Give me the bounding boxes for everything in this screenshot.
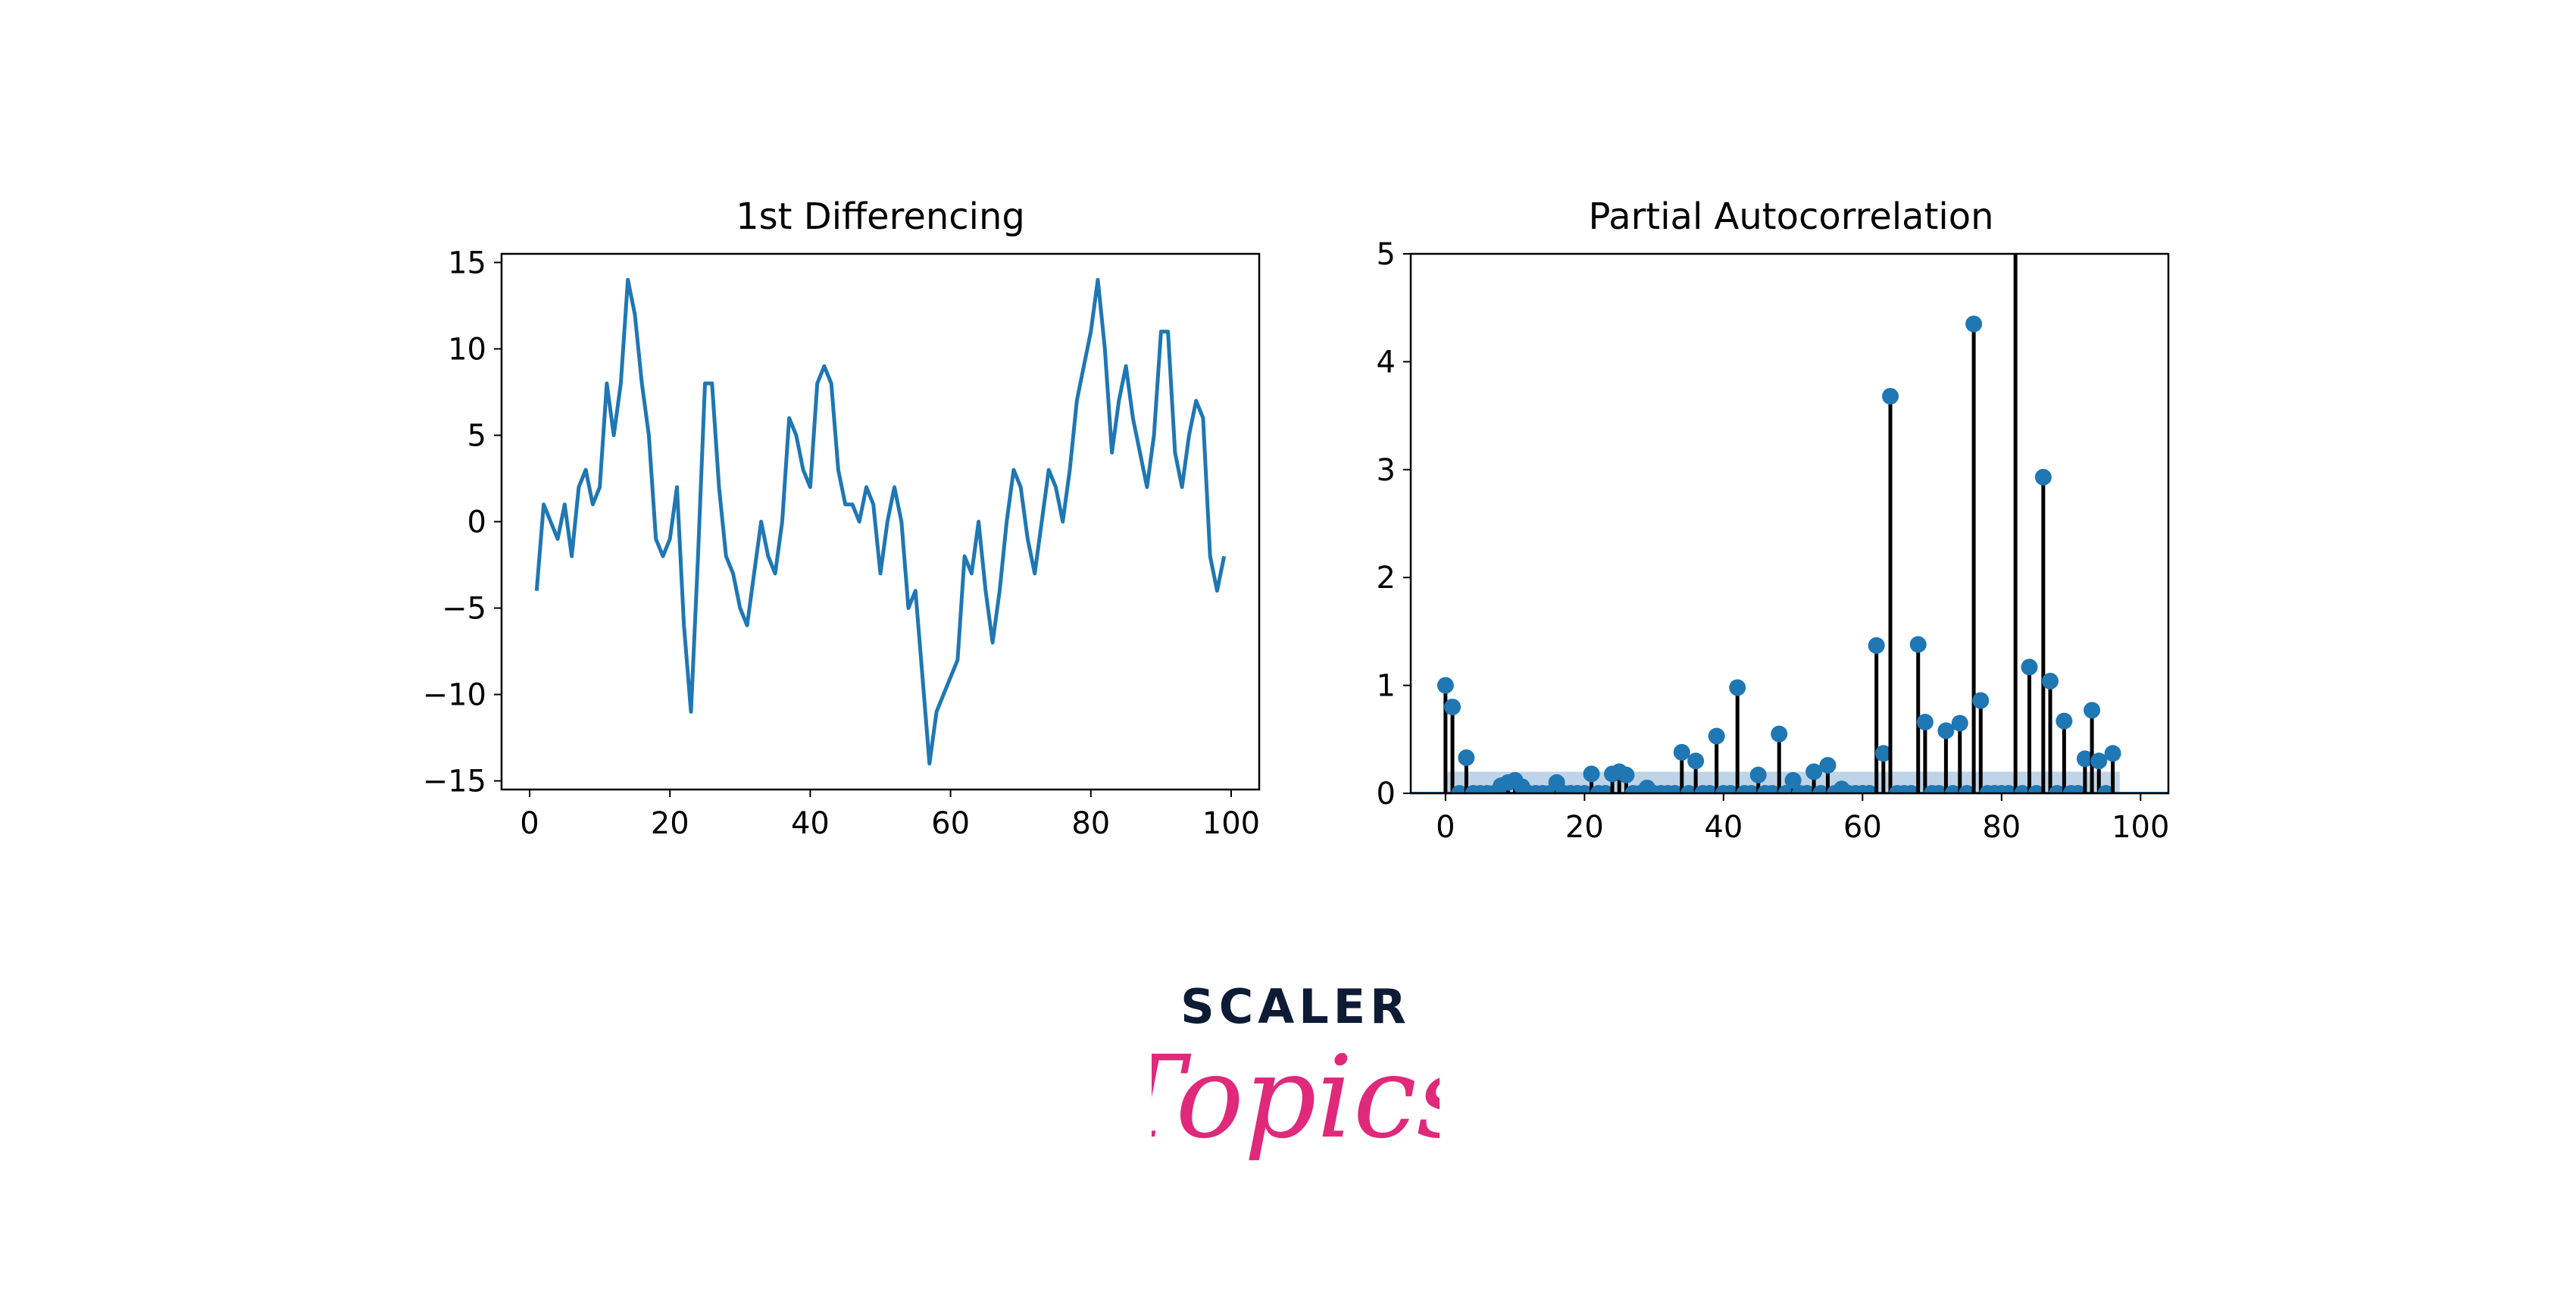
stem-marker xyxy=(1999,785,2017,793)
y-tick-label: −15 xyxy=(423,765,486,799)
stem-marker xyxy=(1618,766,1635,783)
stem-marker xyxy=(1868,636,1885,654)
stem-marker xyxy=(1819,756,1837,774)
stem-marker xyxy=(2042,672,2059,690)
stem-marker xyxy=(1805,763,1823,780)
y-tick-label: 4 xyxy=(1377,345,1396,380)
differencing-chart: 1st Differencing 0 20 40 60 80 100 −15 −10 −5 0 5 1… xyxy=(423,195,1261,841)
y-tick-label: −10 xyxy=(423,678,486,713)
series-line xyxy=(534,277,1227,766)
stem-marker xyxy=(1708,727,1725,745)
y-tick-label: 3 xyxy=(1377,453,1396,488)
stem-marker xyxy=(1673,743,1690,761)
logo-script: Topics xyxy=(1152,1032,1440,1164)
stem-marker xyxy=(1930,785,1948,793)
plot-frame xyxy=(1409,252,2170,795)
stem-marker xyxy=(1972,692,1990,709)
y-tick-label: 15 xyxy=(448,245,486,280)
x-tick-label: 60 xyxy=(1843,810,1882,845)
x-tick-label: 100 xyxy=(2112,810,2169,845)
y-tick-label: 5 xyxy=(1377,237,1396,272)
stem-marker xyxy=(2069,785,2087,793)
stem-marker xyxy=(1583,765,1600,783)
stem-marker xyxy=(2104,745,2121,762)
stem-marker xyxy=(1680,785,1697,793)
chart-title: Partial Autocorrelation xyxy=(1588,195,1993,238)
y-tick-label: 10 xyxy=(448,332,486,367)
stem-marker xyxy=(2014,785,2031,793)
stem-marker xyxy=(2097,785,2115,793)
y-tick-label: 5 xyxy=(467,418,486,453)
x-tick-label: 40 xyxy=(791,806,830,841)
x-tick-label: 80 xyxy=(1982,810,2021,845)
stem-marker xyxy=(2090,752,2108,770)
stem-marker xyxy=(1902,785,1920,793)
stem-marker xyxy=(1722,785,1740,793)
y-tick-label: 0 xyxy=(1377,777,1396,811)
plot-area xyxy=(1411,213,2168,793)
stem-marker xyxy=(1951,715,1968,732)
stem-marker xyxy=(1764,785,1781,793)
stem-marker xyxy=(1916,714,1934,731)
x-tick-label: 20 xyxy=(651,806,689,841)
x-tick-label: 100 xyxy=(1202,806,1260,841)
stem-marker xyxy=(1909,636,1927,653)
x-tick-label: 0 xyxy=(1436,810,1455,845)
stem-marker xyxy=(2049,785,2066,793)
stem-marker xyxy=(1687,752,1705,770)
stem-marker xyxy=(1729,679,1746,696)
logo-word: SCALER xyxy=(1180,979,1411,1034)
plot-frame xyxy=(500,252,1261,791)
stem-marker xyxy=(1965,315,1983,333)
scaler-topics-logo: SCALER Topics xyxy=(1152,979,1440,1164)
stem-marker xyxy=(2076,750,2093,768)
x-tick-label: 20 xyxy=(1565,810,1604,845)
stem-marker xyxy=(1944,785,1962,793)
stem-marker xyxy=(1861,785,1878,793)
stem-marker xyxy=(1882,387,1899,405)
x-tick-label: 40 xyxy=(1704,810,1743,845)
stem-marker xyxy=(1743,785,1760,793)
x-tick-label: 0 xyxy=(520,806,539,841)
stem-marker xyxy=(1701,785,1718,793)
y-tick-label: −5 xyxy=(442,592,486,627)
stem-marker xyxy=(1784,771,1802,789)
chart-title: 1st Differencing xyxy=(736,195,1025,238)
y-tick-label: 1 xyxy=(1377,669,1396,704)
stem-marker xyxy=(1444,699,1462,716)
stem-marker xyxy=(1596,785,1614,793)
y-tick-label: 2 xyxy=(1377,561,1396,596)
stem-marker xyxy=(1937,722,1955,740)
x-tick-label: 80 xyxy=(1071,806,1110,841)
stem-marker xyxy=(1812,785,1830,793)
stem-marker xyxy=(1576,785,1593,793)
stem-marker xyxy=(1458,749,1475,767)
stem-marker xyxy=(2027,785,2045,793)
stem-marker xyxy=(1749,766,1767,783)
stem-marker xyxy=(1451,785,1468,793)
stem-marker xyxy=(1874,745,1892,762)
stem-marker xyxy=(1436,677,1454,694)
stem-marker xyxy=(1798,785,1815,793)
stem-marker xyxy=(1666,785,1683,793)
stem-marker xyxy=(2007,213,2024,230)
pacf-chart: Partial Autocorrelation 0 20 40 60 80 100 0 1 2 3… xyxy=(1377,195,2170,845)
stem-marker xyxy=(1771,725,1788,743)
stem-marker xyxy=(2034,468,2052,486)
stem-marker xyxy=(2084,702,2101,719)
stem-marker xyxy=(2055,712,2073,730)
y-tick-label: 0 xyxy=(467,505,486,540)
x-tick-label: 60 xyxy=(931,806,970,841)
stem-marker xyxy=(1958,785,1975,793)
stem-marker xyxy=(2021,658,2038,676)
